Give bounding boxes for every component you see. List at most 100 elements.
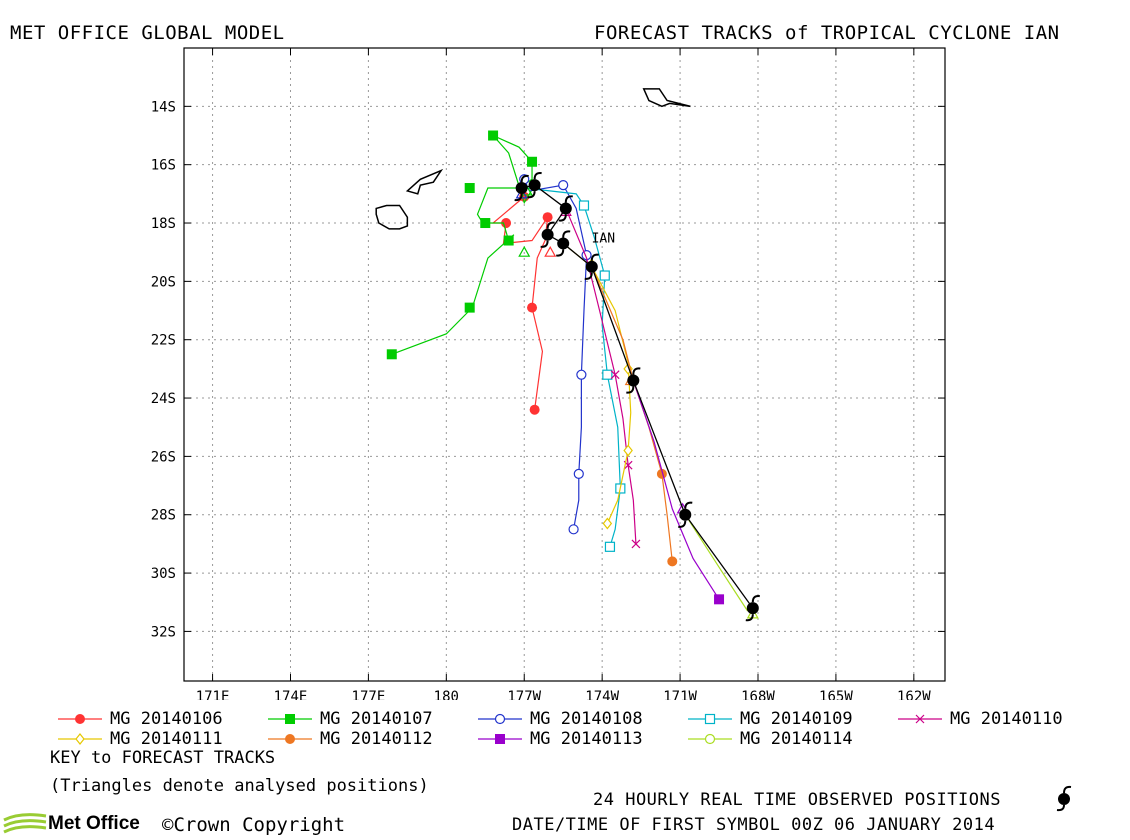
legend-label: MG 20140108	[530, 709, 643, 729]
track-point	[503, 235, 514, 246]
track-line	[684, 514, 749, 612]
track-point	[464, 302, 475, 313]
legend-marker	[285, 734, 295, 744]
met-office-logo-icon	[3, 813, 47, 834]
legend-item: MG 20140113	[476, 729, 643, 749]
track-point	[464, 183, 475, 194]
track-point	[599, 270, 610, 281]
track-map: IAN 171E 174E 177E 180 177W 174W 171W 168W 165W 1…	[151, 47, 946, 700]
track-point	[623, 444, 633, 457]
legend-swatch	[688, 713, 732, 725]
legend-marker	[75, 733, 85, 745]
legend-item: MG 20140112	[266, 729, 433, 749]
met-office-logo: Met Office	[2, 812, 140, 836]
observed-swirl	[556, 249, 565, 257]
track-point	[480, 218, 491, 229]
legend-item: MG 20140106	[56, 709, 223, 729]
legend-swatch	[688, 733, 732, 745]
observed-swirl	[558, 214, 567, 222]
legend-label: MG 20140110	[950, 709, 1063, 729]
track-point	[573, 468, 584, 479]
legend-item: MG 20140110	[896, 709, 1063, 729]
observed-position	[556, 230, 571, 257]
legend-swatch	[898, 714, 942, 724]
legend-label: MG 20140109	[740, 709, 853, 729]
legend-marker	[285, 714, 295, 724]
y-tick-label: 32S	[151, 624, 176, 640]
track-line	[591, 266, 673, 562]
observed-swirl	[626, 386, 635, 394]
legend-swatch	[268, 714, 312, 724]
series-mg-20140107	[386, 130, 538, 360]
track-point	[542, 212, 553, 223]
observed-position	[558, 195, 573, 222]
y-tick-label: 26S	[151, 449, 176, 465]
observed-position	[678, 501, 693, 528]
track-point	[501, 218, 512, 229]
observed-swirl	[514, 193, 523, 202]
observed-position	[514, 174, 529, 202]
legend-swatch	[58, 733, 102, 745]
x-tick-label: 177W	[507, 689, 541, 700]
fiji-viti-levu	[375, 204, 409, 230]
observed-swirl	[745, 614, 754, 622]
x-tick-label: 171E	[196, 689, 230, 700]
observed-swirl	[590, 253, 599, 261]
x-tick-label: 174W	[585, 689, 619, 700]
y-tick-label: 18S	[151, 216, 176, 232]
x-tick-label: 177E	[352, 689, 386, 700]
series-mg-20140113	[632, 380, 725, 605]
legend-label: MG 20140114	[740, 729, 853, 749]
track-point	[558, 180, 569, 191]
observed-dot	[559, 202, 572, 215]
observed-positions-label: 24 HOURLY REAL TIME OBSERVED POSITIONS	[593, 790, 1001, 810]
legend-swatch	[58, 714, 102, 724]
track-point	[610, 370, 620, 380]
track-point	[714, 594, 725, 605]
observed-swirl	[540, 240, 549, 248]
observed-swirl	[678, 520, 687, 528]
track-line	[565, 208, 637, 544]
track-point	[568, 524, 579, 535]
legend-marker	[915, 714, 925, 724]
legend-marker	[704, 713, 716, 725]
chart-title: FORECAST TRACKS of TROPICAL CYCLONE IAN	[594, 22, 1060, 44]
legend-marker	[495, 734, 505, 744]
legend-label: MG 20140106	[110, 709, 223, 729]
observed-swirl	[527, 191, 536, 199]
x-tick-label: 171W	[663, 689, 697, 700]
y-tick-label: 30S	[151, 566, 176, 582]
legend-swatch	[478, 734, 522, 744]
legend-marker	[494, 713, 506, 725]
observed-position	[540, 221, 555, 248]
observed-swirl	[562, 230, 571, 238]
track-point	[488, 130, 499, 141]
legend-item: MG 20140111	[56, 729, 223, 749]
track-point	[529, 404, 540, 415]
x-tick-label: 180	[434, 689, 459, 700]
observed-position	[626, 367, 641, 394]
first-symbol-datetime: DATE/TIME OF FIRST SYMBOL 00Z 06 JANUARY…	[512, 815, 996, 835]
fiji-vanua-levu	[405, 168, 444, 195]
observed-dot	[585, 260, 598, 273]
track-point	[576, 369, 587, 380]
observed-dot	[746, 602, 759, 615]
observed-track: IAN	[514, 171, 760, 622]
observed-swirl	[584, 272, 593, 280]
observed-dot	[627, 374, 640, 387]
series-mg-20140111	[562, 242, 633, 530]
legend-swatch	[268, 734, 312, 744]
legend-label: MG 20140112	[320, 729, 433, 749]
track-point	[602, 517, 613, 530]
legend-label: MG 20140111	[110, 729, 223, 749]
islands	[375, 88, 691, 230]
series-mg-20140108	[519, 174, 592, 535]
observed-dot	[515, 182, 528, 195]
analysed-triangle	[518, 245, 531, 257]
track-line	[632, 380, 720, 600]
legend-key-title: KEY to FORECAST TRACKS	[50, 748, 276, 768]
y-tick-label: 22S	[151, 333, 176, 349]
track-point	[604, 541, 616, 552]
grid	[184, 48, 945, 681]
observed-swirl	[564, 195, 573, 203]
